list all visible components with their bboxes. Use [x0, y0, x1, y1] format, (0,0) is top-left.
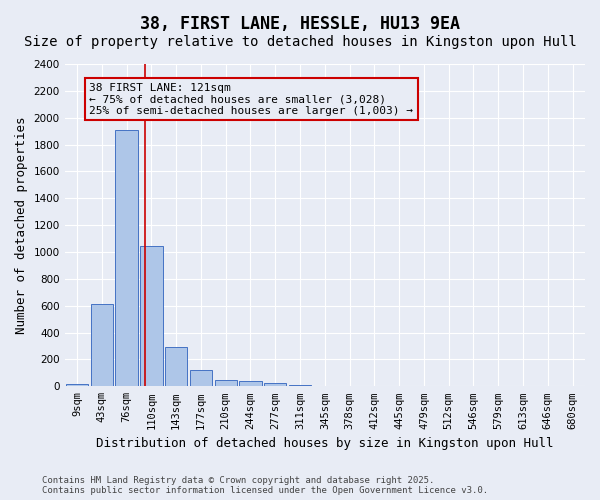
- Text: Contains HM Land Registry data © Crown copyright and database right 2025.
Contai: Contains HM Land Registry data © Crown c…: [42, 476, 488, 495]
- Bar: [264, 382, 286, 386]
- Bar: [239, 381, 262, 386]
- Bar: [91, 304, 113, 386]
- Bar: [289, 385, 311, 386]
- Bar: [115, 130, 138, 386]
- Text: Size of property relative to detached houses in Kingston upon Hull: Size of property relative to detached ho…: [23, 35, 577, 49]
- Y-axis label: Number of detached properties: Number of detached properties: [15, 116, 28, 334]
- Text: 38, FIRST LANE, HESSLE, HU13 9EA: 38, FIRST LANE, HESSLE, HU13 9EA: [140, 15, 460, 33]
- Bar: [190, 370, 212, 386]
- Bar: [66, 384, 88, 386]
- X-axis label: Distribution of detached houses by size in Kingston upon Hull: Distribution of detached houses by size …: [96, 437, 554, 450]
- Bar: [215, 380, 237, 386]
- Bar: [165, 346, 187, 387]
- Text: 38 FIRST LANE: 121sqm
← 75% of detached houses are smaller (3,028)
25% of semi-d: 38 FIRST LANE: 121sqm ← 75% of detached …: [89, 83, 413, 116]
- Bar: [140, 246, 163, 386]
